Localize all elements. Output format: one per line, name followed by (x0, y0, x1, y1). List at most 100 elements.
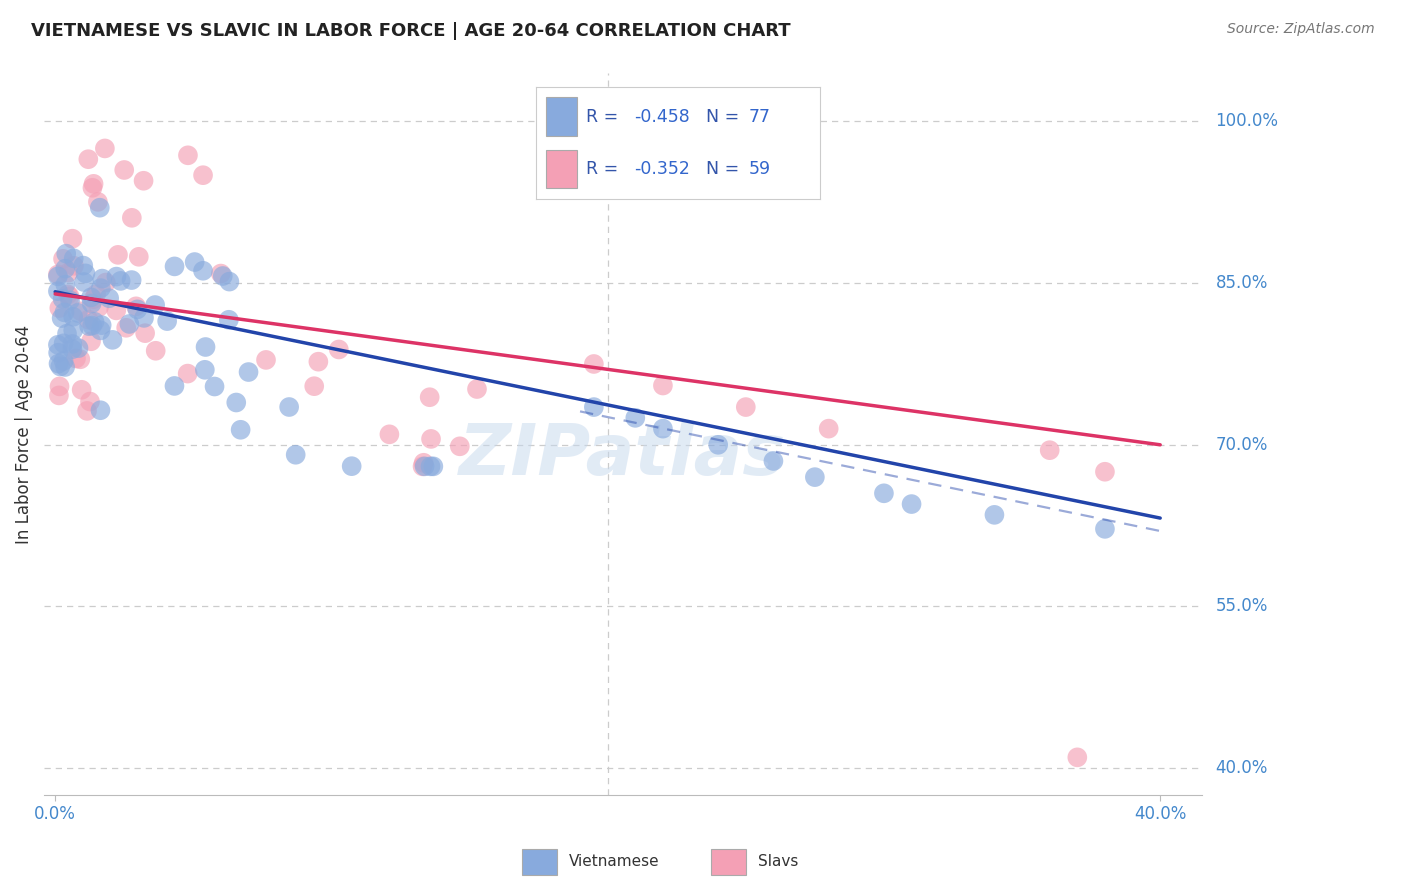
Point (465, 382, 488, 396)
Point (134, 326, 156, 340)
Text: 40.0%: 40.0% (1216, 759, 1268, 777)
Point (156, 314, 179, 328)
Point (55, 246, 77, 260)
Point (624, 410, 647, 425)
Point (75, 266, 97, 280)
Point (46, 268, 69, 282)
Point (72, 259, 94, 273)
Point (651, 378, 673, 392)
Point (52, 292, 75, 306)
Point (209, 267, 232, 281)
Point (176, 367, 198, 381)
Point (118, 317, 141, 331)
Point (59, 293, 82, 308)
Point (107, 248, 129, 262)
Point (145, 343, 167, 358)
Point (132, 174, 155, 188)
Point (77, 312, 100, 326)
Point (340, 459, 363, 474)
Point (419, 459, 441, 474)
Point (284, 448, 307, 462)
Point (73, 275, 96, 289)
Point (76, 404, 98, 418)
Text: ZIPatlas: ZIPatlas (460, 421, 786, 491)
Point (177, 148, 200, 162)
Point (67, 341, 90, 355)
Point (63, 259, 86, 273)
Point (1039, 443, 1062, 458)
Point (65, 351, 87, 366)
Point (48, 388, 70, 402)
Point (53, 305, 76, 319)
Point (46, 338, 69, 352)
Point (873, 486, 896, 500)
Text: 85.0%: 85.0% (1216, 274, 1268, 293)
Point (762, 454, 785, 468)
Text: VIETNAMESE VS SLAVIC IN LABOR FORCE | AGE 20-64 CORRELATION CHART: VIETNAMESE VS SLAVIC IN LABOR FORCE | AG… (31, 22, 790, 40)
FancyBboxPatch shape (711, 849, 747, 874)
Point (77, 152, 100, 166)
Point (82, 318, 104, 333)
Point (734, 400, 756, 414)
Point (94, 141, 117, 155)
Point (115, 320, 138, 334)
Point (378, 427, 401, 442)
Point (60, 337, 83, 351)
Point (89, 403, 111, 417)
Point (121, 273, 143, 287)
Point (419, 390, 441, 404)
Point (77, 319, 100, 334)
Point (204, 379, 226, 393)
Point (52, 336, 75, 351)
Point (218, 275, 240, 289)
Point (69, 352, 91, 367)
Point (58, 266, 80, 280)
Point (132, 310, 155, 325)
Point (804, 470, 827, 484)
Point (307, 354, 329, 368)
Point (80, 334, 103, 349)
Point (56, 326, 79, 341)
Point (328, 343, 350, 357)
Point (94, 276, 117, 290)
Text: Source: ZipAtlas.com: Source: ZipAtlas.com (1227, 22, 1375, 37)
Point (218, 312, 240, 326)
Point (1066, 750, 1088, 764)
Point (83, 177, 105, 191)
Point (128, 250, 150, 264)
Point (91, 271, 114, 285)
Point (412, 459, 434, 474)
Point (191, 168, 214, 182)
Point (87, 194, 110, 209)
Point (46, 269, 69, 284)
Point (84, 287, 107, 301)
Point (121, 211, 143, 225)
Point (52, 354, 75, 368)
Point (56, 287, 79, 301)
Point (89, 201, 111, 215)
Point (53, 261, 76, 276)
Y-axis label: In Labor Force | Age 20-64: In Labor Force | Age 20-64 (15, 325, 32, 543)
Point (98, 291, 121, 305)
Point (66, 306, 89, 320)
Point (163, 260, 186, 274)
Point (302, 379, 325, 393)
Point (127, 302, 149, 317)
Point (225, 395, 247, 409)
Point (1094, 522, 1116, 536)
Point (110, 274, 132, 288)
Point (49, 359, 72, 374)
Point (46, 345, 69, 359)
Point (90, 323, 112, 337)
Point (582, 357, 605, 371)
Point (191, 264, 214, 278)
Text: 70.0%: 70.0% (1216, 436, 1268, 454)
Point (53, 277, 76, 292)
Point (582, 400, 605, 414)
Point (163, 379, 186, 393)
Point (60, 343, 83, 357)
Point (87, 300, 110, 314)
Text: Slavs: Slavs (758, 855, 799, 869)
Point (238, 365, 260, 379)
Point (80, 296, 103, 310)
